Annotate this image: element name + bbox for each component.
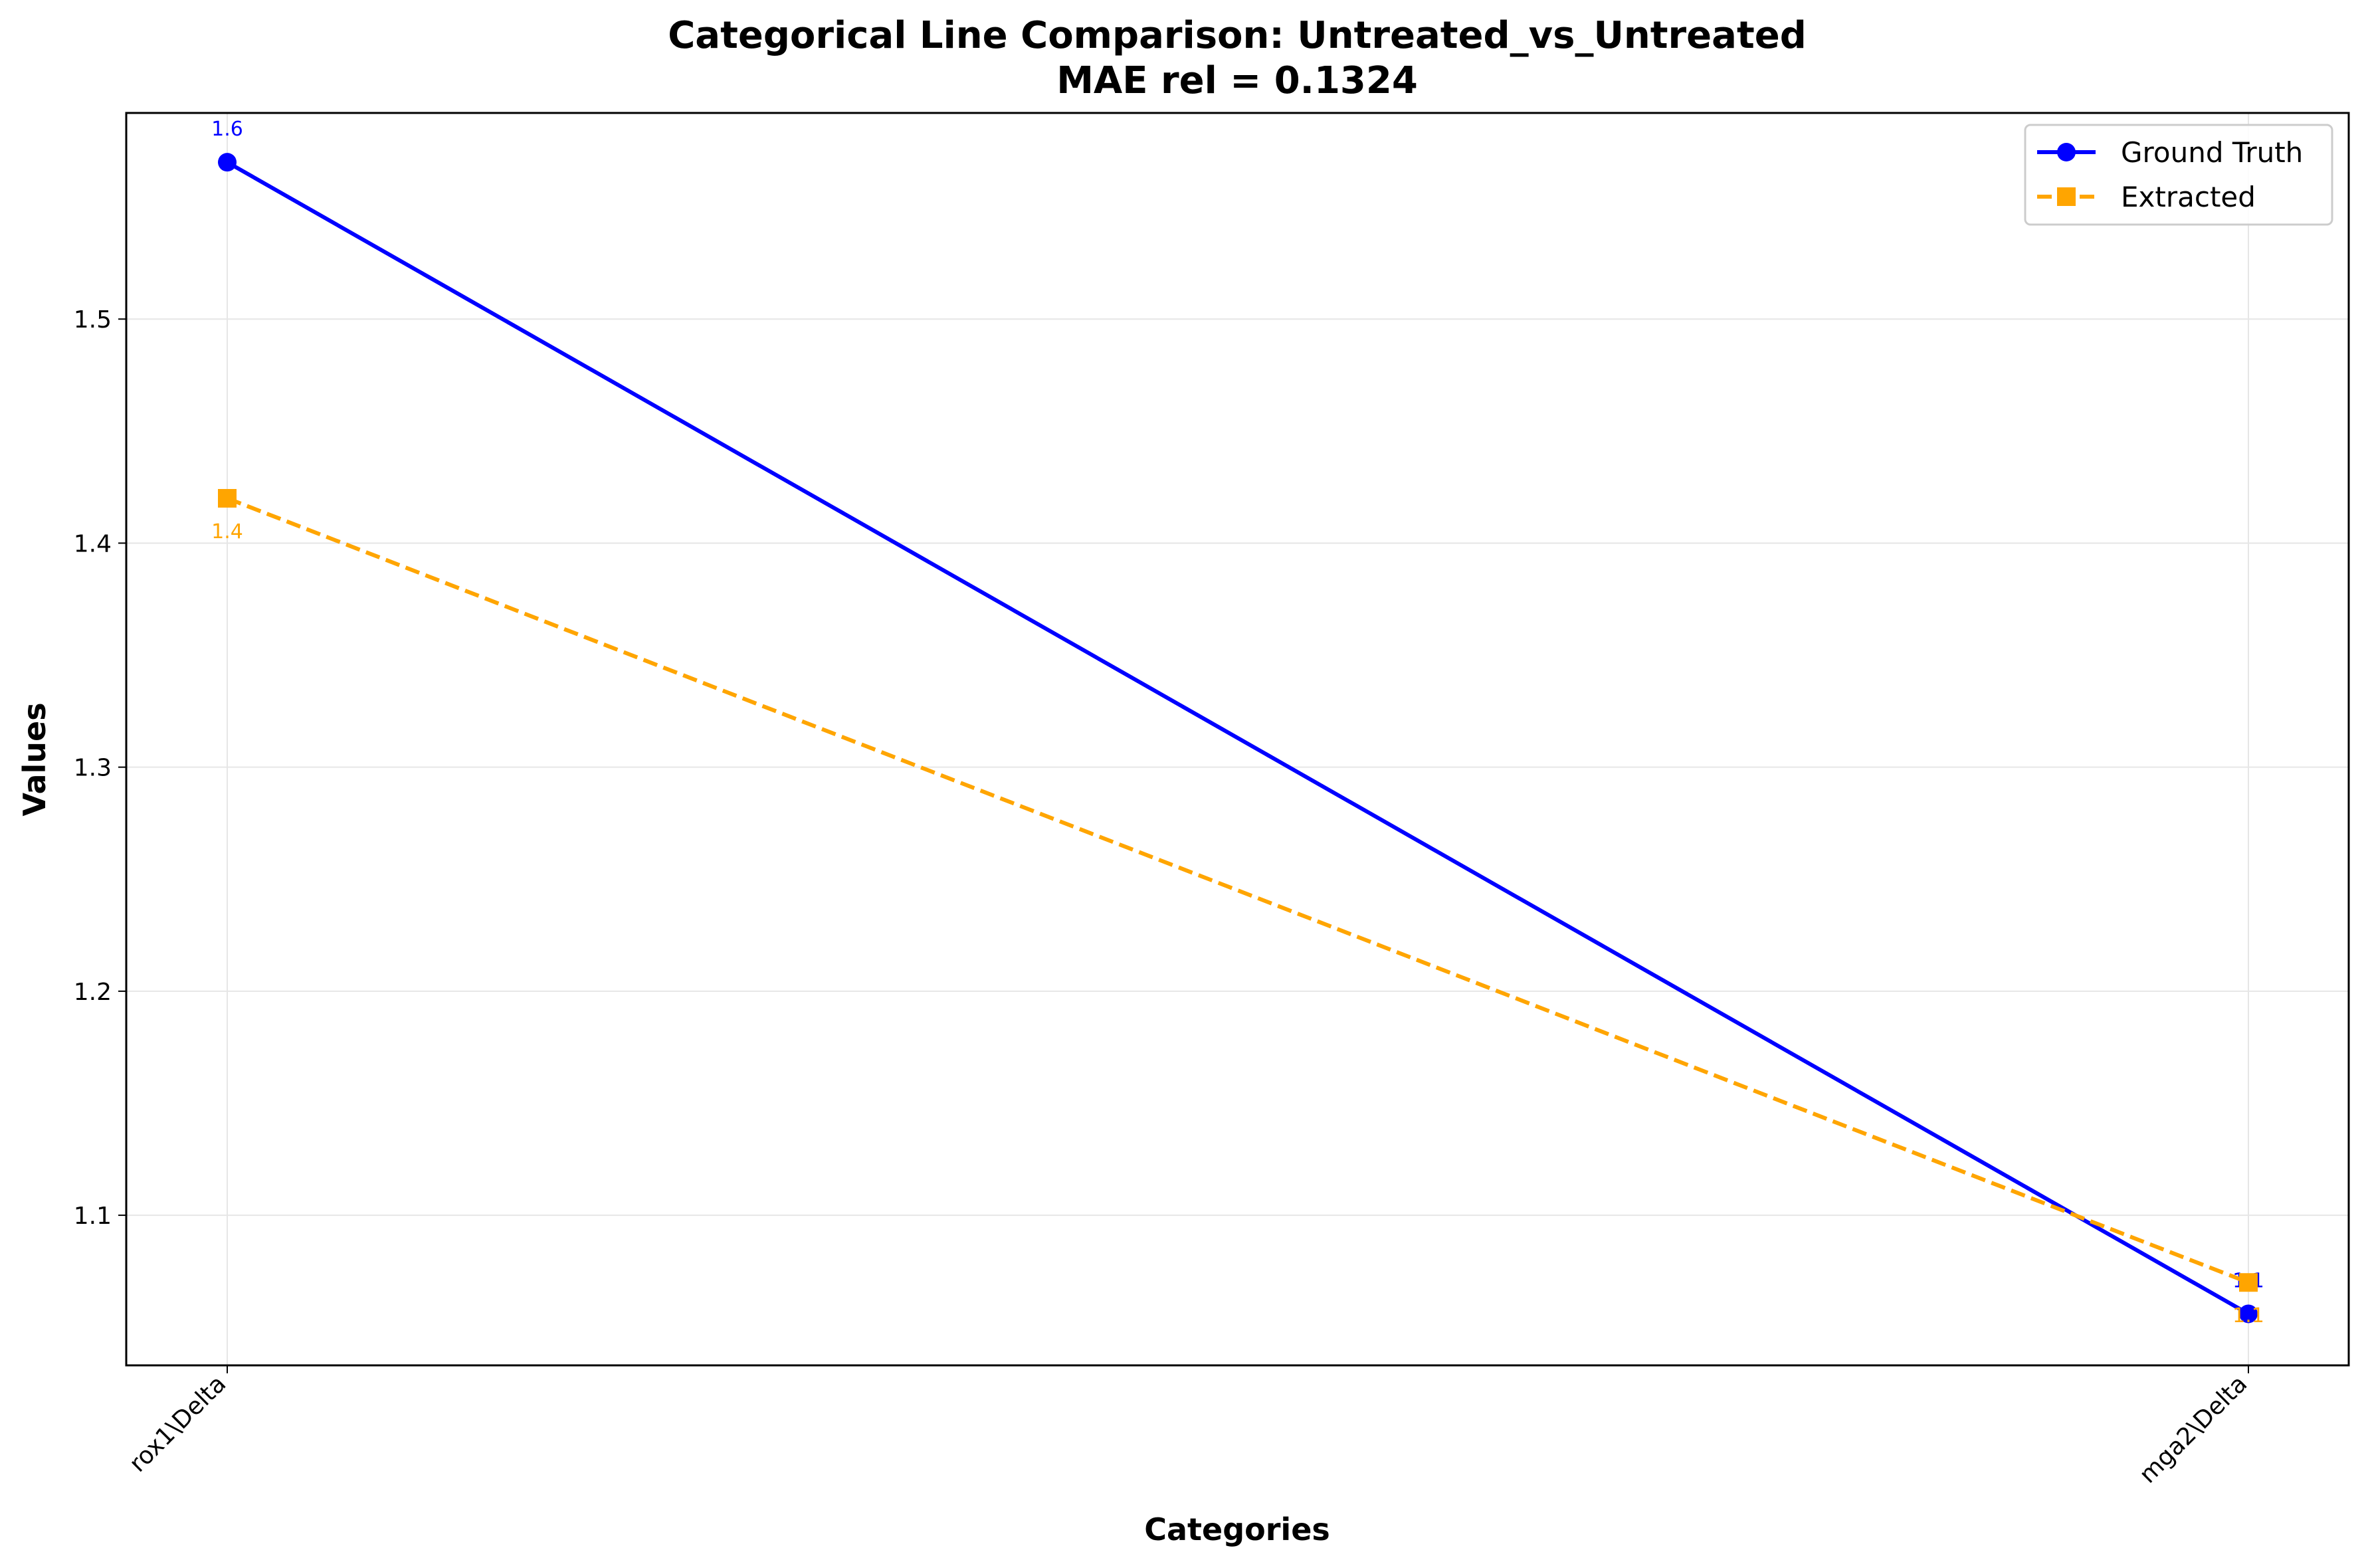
data-label: 1.1 [2232,1304,2264,1327]
legend-frame [2024,124,2333,226]
legend: Ground Truth Extracted [2024,124,2333,226]
legend-extracted-marker [2057,187,2076,206]
chart-subtitle: MAE rel = 0.1324 [1056,59,1418,102]
legend-extracted-label: Extracted [2121,181,2256,213]
chart-title: Categorical Line Comparison: Untreated_v… [668,14,1807,57]
series-line-0 [226,160,2250,1316]
data-point [218,489,237,508]
y-axis-label: Values [17,702,52,816]
plot-frame [125,112,2350,1367]
x-axis-label: Categories [1144,1512,1330,1547]
y-tick-label: 1.1 [74,1203,112,1230]
data-label: 1.4 [211,520,243,543]
legend-ground-truth-label: Ground Truth [2121,136,2303,169]
data-point [218,153,237,172]
series-layer: 1.61.11.41.1 [211,118,2264,1327]
data-label: 1.6 [211,118,243,141]
y-tick-label: 1.4 [74,530,112,557]
grid [126,113,2349,1365]
data-point [2239,1304,2258,1323]
data-point [2239,1273,2258,1292]
y-tick-label: 1.3 [74,755,112,782]
y-tick-label: 1.5 [74,306,112,334]
y-tick-label: 1.2 [74,979,112,1006]
legend-ground-truth-marker [2057,143,2076,161]
